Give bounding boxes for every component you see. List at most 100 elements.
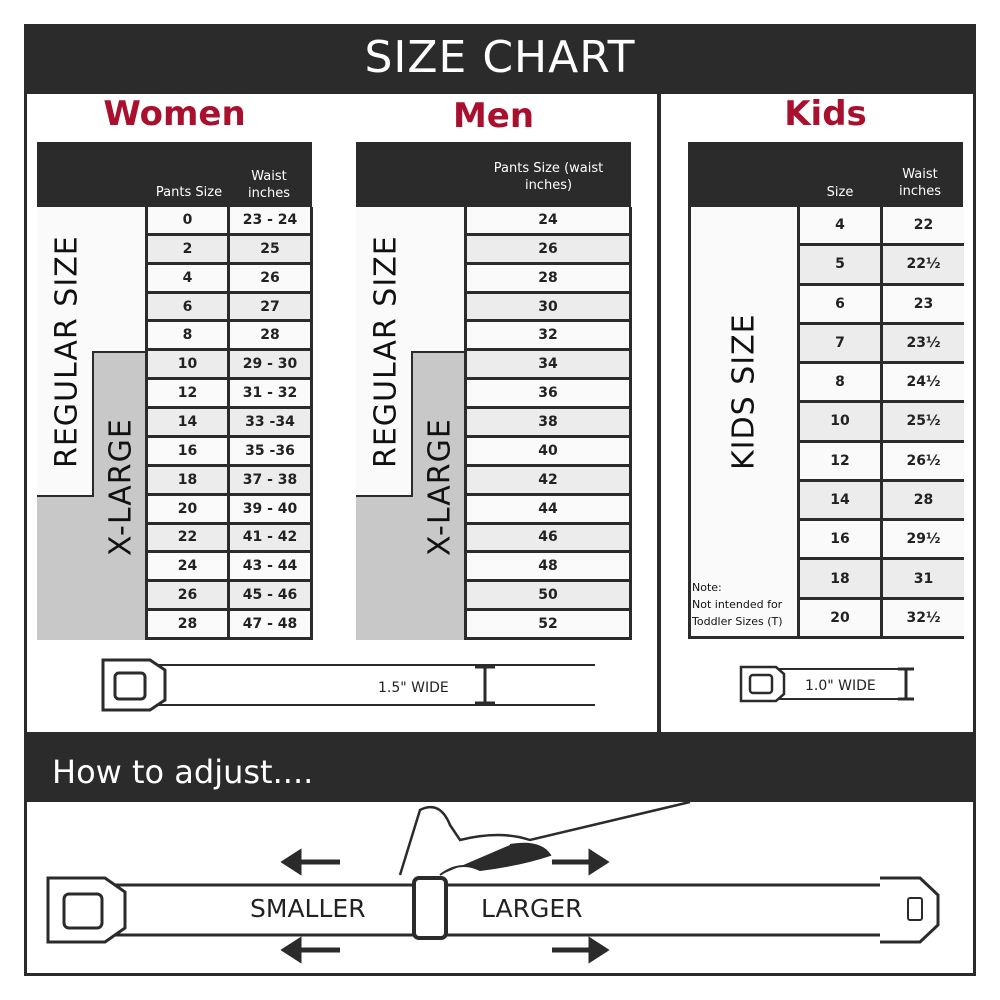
kids-cell: 18 bbox=[800, 560, 880, 597]
belt-adjust-illustration bbox=[46, 800, 940, 964]
belt-1-5-inch-icon bbox=[101, 658, 595, 712]
kids-title: Kids bbox=[784, 94, 867, 134]
women-cell: 28 bbox=[148, 611, 227, 637]
section-divider bbox=[657, 92, 661, 732]
women-cell: 6 bbox=[148, 293, 227, 320]
women-cell: 33 -34 bbox=[230, 409, 310, 435]
women-cell: 12 bbox=[148, 380, 227, 407]
note-line: Not intended for bbox=[692, 598, 783, 611]
women-cell: 24 bbox=[148, 553, 227, 580]
kids-belt-width: 1.0" WIDE bbox=[805, 678, 876, 694]
men-cell: 48 bbox=[467, 553, 629, 580]
kids-cell: 16 bbox=[800, 521, 880, 558]
women-col-waist: Waist inches bbox=[247, 169, 290, 201]
smaller-label: SMALLER bbox=[250, 894, 366, 923]
men-cell: 32 bbox=[467, 322, 629, 349]
women-cell: 26 bbox=[148, 582, 227, 609]
kids-cell: 26½ bbox=[883, 442, 964, 479]
men-regular-size-label: REGULAR SIZE bbox=[368, 235, 404, 469]
men-size-table: 24 26 28 30 32 34 36 38 40 42 44 46 48 50 52 bbox=[467, 207, 632, 640]
men-cell: 52 bbox=[467, 611, 629, 637]
women-cell: 45 - 46 bbox=[230, 582, 310, 609]
women-col-pants-size: Pants Size bbox=[155, 185, 223, 200]
men-cell: 34 bbox=[467, 351, 629, 378]
kids-cell: 23½ bbox=[883, 324, 964, 362]
kids-cell: 31 bbox=[883, 560, 964, 597]
men-cell: 28 bbox=[467, 264, 629, 291]
kids-cell: 4 bbox=[800, 207, 880, 244]
kids-col-size: Size bbox=[826, 185, 854, 200]
men-cell: 50 bbox=[467, 582, 629, 609]
women-cell: 37 - 38 bbox=[230, 466, 310, 493]
men-cell: 40 bbox=[467, 437, 629, 464]
women-cell: 47 - 48 bbox=[230, 611, 310, 637]
page-title: SIZE CHART bbox=[24, 24, 976, 94]
men-cell: 44 bbox=[467, 495, 629, 522]
men-cell: 42 bbox=[467, 466, 629, 493]
women-cell: 41 - 42 bbox=[230, 524, 310, 551]
women-cell: 0 bbox=[148, 207, 227, 233]
kids-label-column: KIDS SIZE Note: Not intended for Toddler… bbox=[688, 207, 800, 639]
kids-cell: 10 bbox=[800, 403, 880, 440]
women-cell: 31 - 32 bbox=[230, 380, 310, 407]
women-cell: 27 bbox=[230, 293, 310, 320]
kids-cell: 22½ bbox=[883, 246, 964, 283]
men-xlarge-label: X-LARGE bbox=[422, 418, 458, 556]
women-cell: 26 bbox=[230, 264, 310, 291]
note-title: Note: bbox=[692, 581, 722, 594]
women-cell: 2 bbox=[148, 235, 227, 262]
note-line: Toddler Sizes (T) bbox=[692, 615, 783, 628]
men-cell: 36 bbox=[467, 380, 629, 407]
kids-cell: 7 bbox=[800, 324, 880, 362]
women-label-column: REGULAR SIZE X-LARGE bbox=[37, 207, 148, 640]
women-cell: 22 bbox=[148, 524, 227, 551]
men-title: Men bbox=[452, 96, 535, 136]
kids-size-table: 4 22 5 22½ 6 23 7 23½ 8 24½ 10 25½ 12 26½ 14 28 16 29½ 18 3… bbox=[797, 207, 964, 639]
men-cell: 38 bbox=[467, 409, 629, 435]
men-cell: 26 bbox=[467, 235, 629, 262]
men-cell: 46 bbox=[467, 524, 629, 551]
women-xlarge-label: X-LARGE bbox=[103, 418, 139, 556]
men-cell: 30 bbox=[467, 293, 629, 320]
women-cell: 14 bbox=[148, 409, 227, 435]
women-cell: 39 - 40 bbox=[230, 495, 310, 522]
women-regular-size-label: REGULAR SIZE bbox=[49, 235, 85, 469]
kids-cell: 23 bbox=[883, 285, 964, 322]
kids-note: Note: Not intended for Toddler Sizes (T) bbox=[692, 579, 783, 630]
women-size-table: 0 23 - 24 2 25 4 26 6 27 8 28 10 29 - 30 12 31 - 32 14… bbox=[148, 207, 313, 640]
belt-1-0-inch-icon bbox=[739, 665, 914, 703]
kids-size-label: KIDS SIZE bbox=[726, 313, 762, 471]
adjust-title: How to adjust.... bbox=[24, 732, 976, 802]
men-col-pants-size: Pants Size (waist inches) bbox=[493, 161, 604, 193]
kids-cell: 28 bbox=[883, 481, 964, 519]
kids-cell: 6 bbox=[800, 285, 880, 322]
kids-cell: 5 bbox=[800, 246, 880, 283]
kids-cell: 29½ bbox=[883, 521, 964, 558]
women-cell: 10 bbox=[148, 351, 227, 378]
larger-label: LARGER bbox=[481, 894, 583, 923]
kids-col-waist: Waist inches bbox=[898, 167, 941, 199]
women-cell: 29 - 30 bbox=[230, 351, 310, 378]
women-cell: 16 bbox=[148, 437, 227, 464]
women-cell: 20 bbox=[148, 495, 227, 522]
kids-cell: 24½ bbox=[883, 364, 964, 401]
kids-table-header: Size Waist inches bbox=[688, 142, 963, 207]
women-men-belt-width: 1.5" WIDE bbox=[378, 680, 449, 696]
kids-cell: 20 bbox=[800, 599, 880, 636]
women-title: Women bbox=[103, 94, 246, 134]
women-table-header: Pants Size Waist inches bbox=[37, 142, 312, 207]
men-cell: 24 bbox=[467, 207, 629, 233]
kids-cell: 12 bbox=[800, 442, 880, 479]
women-cell: 35 -36 bbox=[230, 437, 310, 464]
kids-cell: 32½ bbox=[883, 599, 964, 636]
women-cell: 23 - 24 bbox=[230, 207, 310, 233]
kids-cell: 22 bbox=[883, 207, 964, 244]
kids-cell: 25½ bbox=[883, 403, 964, 440]
kids-cell: 8 bbox=[800, 364, 880, 401]
women-cell: 18 bbox=[148, 466, 227, 493]
kids-cell: 14 bbox=[800, 481, 880, 519]
women-cell: 28 bbox=[230, 322, 310, 349]
women-cell: 8 bbox=[148, 322, 227, 349]
men-table-header: Pants Size (waist inches) bbox=[356, 142, 631, 207]
men-label-column: REGULAR SIZE X-LARGE bbox=[356, 207, 467, 640]
